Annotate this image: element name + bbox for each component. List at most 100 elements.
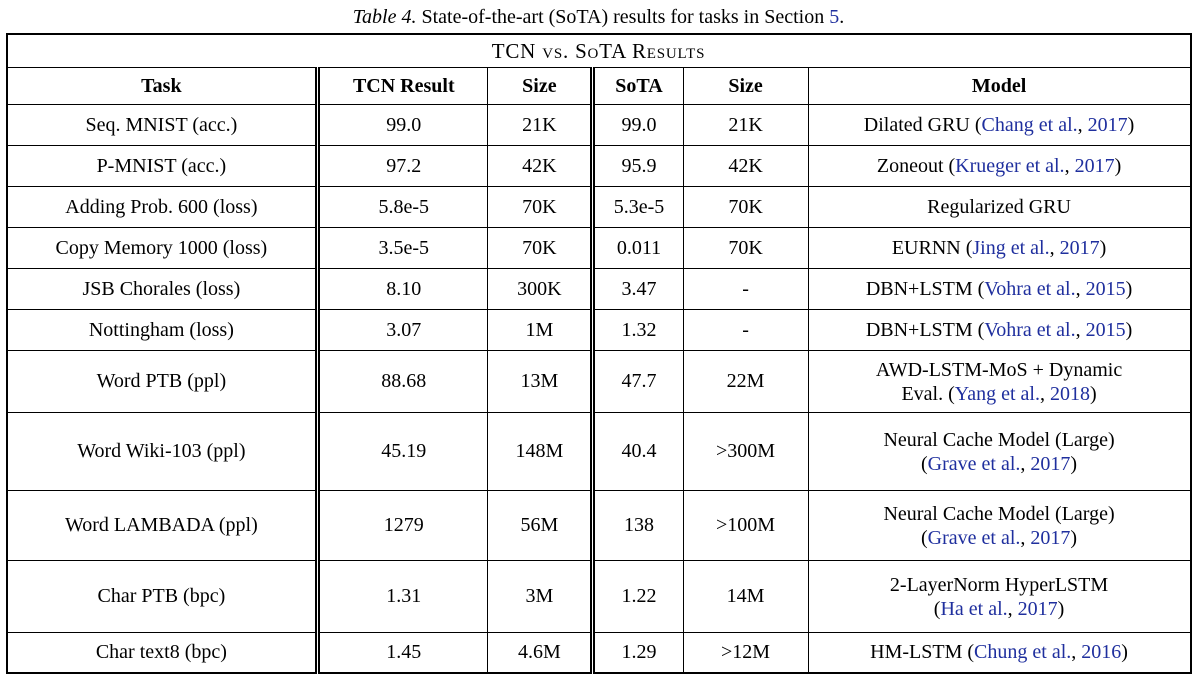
citation-link[interactable]: Krueger et al. (955, 155, 1065, 177)
model-text: Neural Cache Model (Large) (883, 428, 1115, 451)
model-text: ) (1070, 452, 1078, 475)
task-cell: Nottingham (loss) (5, 309, 319, 351)
model-text: ) (1057, 597, 1065, 620)
sota-size-cell: 42K (682, 145, 809, 187)
tcn-result-cell: 1279 (315, 490, 489, 561)
tcn-result-cell: 3.07 (315, 309, 489, 351)
table-row: Adding Prob. 600 (loss) 5.8e-5 70K 5.3e-5 70… (5, 186, 1192, 228)
tcn-size-cell: 42K (487, 145, 594, 187)
sota-size-cell: >12M (682, 632, 809, 673)
table-row: Char PTB (bpc) 1.31 3M 1.22 14M 2-LayerNorm H… (5, 560, 1192, 633)
citation-link[interactable]: 2017 (1059, 237, 1100, 259)
sota-cell: 99.0 (590, 104, 684, 146)
model-text: , (1071, 641, 1082, 664)
citation-link[interactable]: 2017 (1017, 597, 1058, 620)
tcn-size-cell: 70K (487, 186, 594, 228)
citation-link[interactable]: Ha et al. (940, 597, 1008, 620)
sota-cell: 1.32 (590, 309, 684, 351)
model-text: Neural Cache Model (Large) (883, 502, 1115, 525)
citation-link[interactable]: 2015 (1085, 319, 1126, 341)
model-cell: AWD-LSTM-MoS + Dynamic Eval. (Yang et al.… (807, 350, 1192, 413)
citation-link[interactable]: Grave et al. (927, 452, 1021, 475)
citation-link[interactable]: 2018 (1049, 382, 1090, 405)
citation-link[interactable]: Vohra et al. (984, 319, 1076, 341)
model-text: , (1020, 526, 1031, 549)
table-row: Char text8 (bpc) 1.45 4.6M 1.29 >12M HM-LSTM … (5, 632, 1192, 673)
task-cell: Seq. MNIST (acc.) (5, 104, 319, 146)
citation-link[interactable]: Yang et al. (954, 382, 1040, 405)
table-title-row: TCN vs. SoTA Results (6, 33, 1191, 68)
model-text: ) (1099, 237, 1107, 259)
citation-link[interactable]: Grave et al. (927, 526, 1021, 549)
table-caption: Table 4. State-of-the-art (SoTA) results… (0, 0, 1197, 33)
model-text: ( (921, 452, 928, 475)
model-cell: EURNN (Jing et al., 2017) (807, 227, 1192, 269)
citation-link[interactable]: 2015 (1085, 278, 1126, 300)
sota-cell: 5.3e-5 (590, 186, 684, 228)
model-text: ) (1070, 526, 1078, 549)
task-cell: Copy Memory 1000 (loss) (5, 227, 319, 269)
tcn-result-cell: 97.2 (315, 145, 489, 187)
model-text: , (1049, 237, 1060, 259)
model-text: Zoneout ( (876, 155, 956, 177)
sota-cell: 1.29 (590, 632, 684, 673)
citation-link[interactable]: Vohra et al. (984, 278, 1076, 300)
citation-link[interactable]: 2017 (1087, 114, 1128, 136)
tcn-result-cell: 1.31 (315, 560, 489, 633)
model-text: ) (1121, 641, 1128, 664)
model-cell: Neural Cache Model (Large) (Grave et al.,… (807, 412, 1192, 491)
citation-link[interactable]: 2017 (1074, 155, 1115, 177)
task-cell: Char text8 (bpc) (5, 632, 319, 673)
sota-size-cell: 22M (682, 350, 809, 413)
tcn-size-cell: 70K (487, 227, 594, 269)
col-header-model: Model (807, 67, 1192, 105)
caption-period: . (839, 6, 845, 28)
task-cell: Word LAMBADA (ppl) (5, 490, 319, 561)
sota-cell: 3.47 (590, 268, 684, 310)
tcn-size-cell: 148M (487, 412, 594, 491)
task-cell: Adding Prob. 600 (loss) (5, 186, 319, 228)
table-row: JSB Chorales (loss) 8.10 300K 3.47- DBN+LSTM… (5, 268, 1192, 310)
model-text: , (1064, 155, 1075, 177)
citation-link[interactable]: Chang et al. (981, 114, 1078, 136)
table-row: Copy Memory 1000 (loss) 3.5e-5 70K 0.011 70K… (5, 227, 1192, 269)
col-header-size-sota: Size (682, 67, 809, 105)
task-cell: Char PTB (bpc) (5, 560, 319, 633)
sota-cell: 138 (590, 490, 684, 561)
tcn-size-cell: 21K (487, 104, 594, 146)
tcn-result-cell: 1.45 (315, 632, 489, 673)
citation-link[interactable]: Jing et al. (972, 237, 1050, 259)
sota-size-cell: 70K (682, 227, 809, 269)
table-row: Seq. MNIST (acc.) 99.0 21K 99.0 21K Dilated G… (5, 104, 1192, 146)
col-header-task: Task (5, 67, 319, 105)
model-text: , (1039, 382, 1050, 405)
model-text: , (1020, 452, 1031, 475)
sota-size-cell: 14M (682, 560, 809, 633)
table-body: Seq. MNIST (acc.) 99.0 21K 99.0 21K Dilated G… (5, 104, 1192, 673)
model-cell: Regularized GRU (807, 186, 1192, 228)
citation-link[interactable]: 2016 (1081, 641, 1122, 664)
citation-link[interactable]: Chung et al. (974, 641, 1072, 664)
model-text: Eval. ( (901, 382, 955, 405)
tcn-result-cell: 45.19 (315, 412, 489, 491)
tcn-size-cell: 56M (487, 490, 594, 561)
sota-cell: 40.4 (590, 412, 684, 491)
task-cell: P-MNIST (acc.) (5, 145, 319, 187)
model-text: HM-LSTM ( (870, 641, 975, 664)
caption-section-link[interactable]: 5 (829, 6, 840, 28)
model-cell: 2-LayerNorm HyperLSTM (Ha et al., 2017) (807, 560, 1192, 633)
caption-label: Table 4. (352, 6, 417, 28)
sota-size-cell: - (682, 268, 809, 310)
model-cell: HM-LSTM (Chung et al., 2016) (807, 632, 1192, 673)
model-text: Regularized GRU (927, 196, 1071, 218)
tcn-result-cell: 8.10 (315, 268, 489, 310)
model-cell: Dilated GRU (Chang et al., 2017) (807, 104, 1192, 146)
citation-link[interactable]: 2017 (1030, 526, 1071, 549)
sota-size-cell: - (682, 309, 809, 351)
citation-link[interactable]: 2017 (1030, 452, 1071, 475)
model-text: ) (1125, 278, 1133, 300)
model-text: ) (1114, 155, 1122, 177)
col-header-sota: SoTA (590, 67, 684, 105)
sota-size-cell: 70K (682, 186, 809, 228)
sota-cell: 47.7 (590, 350, 684, 413)
